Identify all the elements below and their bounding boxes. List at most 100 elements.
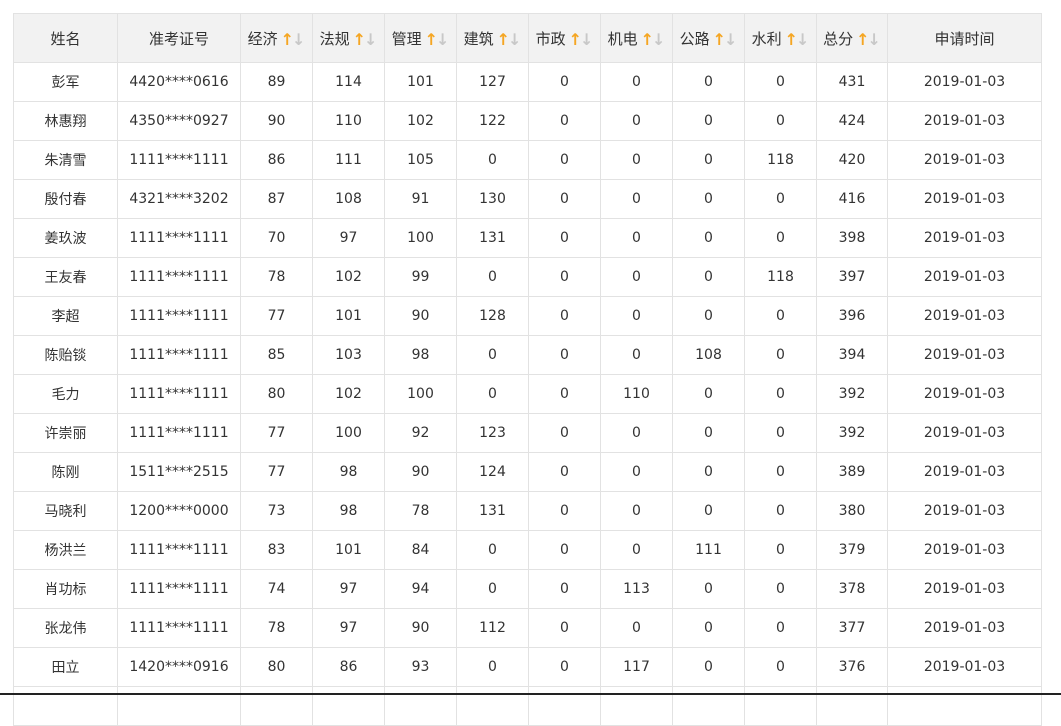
table-cell: 98 [312, 452, 385, 492]
sort-descending-icon[interactable]: ↓ [867, 29, 881, 49]
table-cell: 398 [816, 218, 888, 258]
table-body: 彭军 4420****0616 89 114 101 127 0 0 0 0 431 2019-01-… [13, 62, 1042, 726]
sort-ascending-icon[interactable]: ↑ [784, 29, 798, 49]
table-row: 李超 1111****1111 77 101 90 128 0 0 0 0 396 2019-01-0… [13, 296, 1042, 336]
sort-icon[interactable]: ↑↓ [785, 30, 810, 49]
table-cell: 122 [456, 101, 529, 141]
table-cell: 80 [240, 647, 313, 687]
sort-descending-icon[interactable]: ↓ [652, 29, 666, 49]
column-header[interactable]: 公路 ↑↓ [672, 13, 745, 63]
sort-descending-icon[interactable]: ↓ [292, 29, 306, 49]
table-cell: 99 [384, 257, 457, 297]
table-cell: 0 [456, 647, 529, 687]
sort-descending-icon[interactable]: ↓ [436, 29, 450, 49]
table-cell: 李超 [13, 296, 118, 336]
sort-descending-icon[interactable]: ↓ [580, 29, 594, 49]
sort-icon[interactable]: ↑↓ [281, 30, 306, 49]
table-row: 许崇丽 1111****1111 77 100 92 123 0 0 0 0 392 2019-01-… [13, 413, 1042, 453]
sort-icon[interactable]: ↑↓ [497, 30, 522, 49]
table-cell: 0 [744, 101, 817, 141]
sort-ascending-icon[interactable]: ↑ [712, 29, 726, 49]
table-cell: 0 [528, 374, 601, 414]
sort-icon[interactable]: ↑↓ [569, 30, 594, 49]
column-header[interactable]: 管理 ↑↓ [384, 13, 457, 63]
table-cell: 131 [456, 491, 529, 531]
table-cell: 389 [816, 452, 888, 492]
column-header[interactable]: 法规 ↑↓ [312, 13, 385, 63]
table-row: 姜玖波 1111****1111 70 97 100 131 0 0 0 0 398 2019-01-… [13, 218, 1042, 258]
table-cell: 111 [312, 140, 385, 180]
table-cell: 0 [672, 374, 745, 414]
sort-descending-icon[interactable]: ↓ [724, 29, 738, 49]
table-cell: 93 [384, 647, 457, 687]
table-cell: 田立 [13, 647, 118, 687]
table-cell: 1111****1111 [117, 374, 241, 414]
table-cell: 70 [240, 218, 313, 258]
table-cell: 90 [384, 608, 457, 648]
table-cell: 2019-01-03 [887, 179, 1042, 219]
table-cell: 2019-01-03 [887, 62, 1042, 102]
column-header-label: 申请时间 [934, 29, 995, 48]
table-cell: 0 [744, 569, 817, 609]
table-cell: 2019-01-03 [887, 101, 1042, 141]
table-cell: 118 [744, 257, 817, 297]
table-cell: 0 [528, 101, 601, 141]
sort-descending-icon[interactable]: ↓ [796, 29, 810, 49]
table-cell: 马晓利 [13, 491, 118, 531]
column-header[interactable]: 机电 ↑↓ [600, 13, 673, 63]
sort-icon[interactable]: ↑↓ [353, 30, 378, 49]
column-header[interactable]: 经济 ↑↓ [240, 13, 313, 63]
table-cell: 2019-01-03 [887, 452, 1042, 492]
sort-descending-icon[interactable]: ↓ [508, 29, 522, 49]
table-cell: 108 [672, 335, 745, 375]
table-cell: 78 [240, 608, 313, 648]
sort-icon[interactable]: ↑↓ [856, 30, 881, 49]
table-cell: 0 [672, 452, 745, 492]
table-cell: 0 [600, 335, 673, 375]
table-cell: 379 [816, 530, 888, 570]
sort-descending-icon[interactable]: ↓ [364, 29, 378, 49]
table-cell: 陈刚 [13, 452, 118, 492]
table-cell: 98 [312, 491, 385, 531]
table-cell: 2019-01-03 [887, 296, 1042, 336]
table-cell: 0 [528, 335, 601, 375]
table-cell: 杨洪兰 [13, 530, 118, 570]
table-cell: 397 [816, 257, 888, 297]
table-cell: 78 [384, 491, 457, 531]
table-cell: 416 [816, 179, 888, 219]
table-cell: 78 [240, 257, 313, 297]
table-cell: 0 [744, 218, 817, 258]
column-header[interactable]: 水利 ↑↓ [744, 13, 817, 63]
sort-ascending-icon[interactable]: ↑ [496, 29, 510, 49]
table-cell: 0 [456, 257, 529, 297]
table-cell: 0 [600, 101, 673, 141]
column-header[interactable]: 建筑 ↑↓ [456, 13, 529, 63]
sort-ascending-icon[interactable]: ↑ [424, 29, 438, 49]
table-row: 马晓利 1200****0000 73 98 78 131 0 0 0 0 380 2019-01-0… [13, 491, 1042, 531]
sort-ascending-icon[interactable]: ↑ [568, 29, 582, 49]
table-row: 肖功标 1111****1111 74 97 94 0 0 113 0 0 378 2019-01-0… [13, 569, 1042, 609]
table-cell: 1111****1111 [117, 335, 241, 375]
sort-ascending-icon[interactable]: ↑ [352, 29, 366, 49]
column-header[interactable]: 总分 ↑↓ [816, 13, 888, 63]
table-cell: 0 [744, 413, 817, 453]
table-cell: 许崇丽 [13, 413, 118, 453]
sort-icon[interactable]: ↑↓ [713, 30, 738, 49]
column-header[interactable]: 市政 ↑↓ [528, 13, 601, 63]
table-cell: 110 [312, 101, 385, 141]
table-cell: 0 [672, 296, 745, 336]
sort-ascending-icon[interactable]: ↑ [640, 29, 654, 49]
table-row: 杨洪兰 1111****1111 83 101 84 0 0 0 111 0 379 2019-01-… [13, 530, 1042, 570]
table-cell: 王友春 [13, 257, 118, 297]
sort-icon[interactable]: ↑↓ [425, 30, 450, 49]
table-cell: 0 [528, 179, 601, 219]
table-row: 田立 1420****0916 80 86 93 0 0 117 0 0 376 2019-01-03 [13, 647, 1042, 687]
table-cell: 陈贻锬 [13, 335, 118, 375]
sort-ascending-icon[interactable]: ↑ [280, 29, 294, 49]
table-cell: 2019-01-03 [887, 335, 1042, 375]
sort-ascending-icon[interactable]: ↑ [856, 29, 870, 49]
sort-icon[interactable]: ↑↓ [641, 30, 666, 49]
table-cell: 378 [816, 569, 888, 609]
table-cell: 1111****1111 [117, 608, 241, 648]
table-cell: 86 [312, 647, 385, 687]
